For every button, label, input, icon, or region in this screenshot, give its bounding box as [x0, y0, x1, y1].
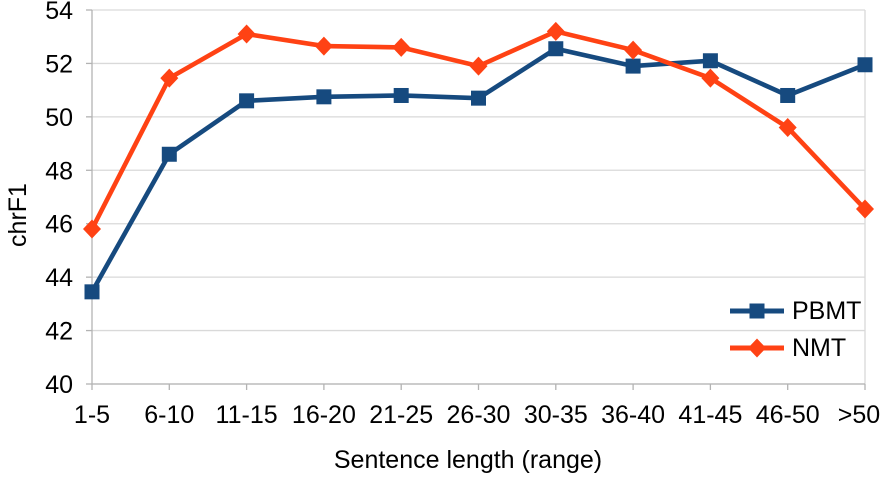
square-marker [702, 53, 718, 69]
x-tick-label: 26-30 [447, 401, 511, 429]
diamond-marker [748, 338, 766, 358]
diamond-marker [237, 24, 256, 44]
x-tick-label: 11-15 [216, 401, 278, 429]
square-marker [548, 41, 564, 57]
y-axis-title: chrF1 [4, 183, 32, 247]
diamond-marker [392, 37, 411, 57]
x-tick-label: 36-40 [601, 401, 665, 429]
square-marker [749, 303, 765, 319]
y-tick-label: 46 [45, 211, 73, 239]
square-marker [316, 89, 332, 105]
y-tick-label: 54 [45, 0, 73, 25]
legend-item-pbmt: PBMT [730, 296, 861, 326]
square-marker [625, 58, 641, 74]
y-tick-label: 44 [45, 264, 73, 292]
diamond-marker [856, 199, 874, 219]
square-marker [780, 87, 796, 103]
x-tick-label: 46-50 [756, 401, 820, 429]
diamond-marker [160, 68, 179, 88]
y-tick-label: 42 [45, 318, 73, 346]
x-tick-label: 16-20 [292, 401, 356, 429]
square-marker [857, 57, 873, 73]
square-marker [393, 87, 409, 103]
legend: PBMT NMT [730, 296, 861, 370]
series-pbmt [84, 41, 873, 300]
diamond-marker [546, 21, 565, 41]
x-tick-label: 30-35 [524, 401, 588, 429]
x-tick-label: >50 [838, 401, 880, 429]
x-tick-label: 6-10 [144, 401, 194, 429]
nmt-line-diamond-icon [730, 338, 784, 358]
legend-label-nmt: NMT [792, 334, 847, 362]
diamond-marker [624, 40, 643, 60]
square-marker [161, 146, 177, 162]
diamond-marker [83, 219, 101, 239]
y-tick-label: 52 [45, 50, 73, 78]
diamond-marker [701, 68, 720, 88]
y-tick-label: 48 [45, 157, 73, 185]
diamond-marker [469, 56, 488, 76]
x-tick-label: 1-5 [74, 401, 110, 429]
x-tick-label: 21-25 [369, 401, 433, 429]
diamond-marker [778, 118, 797, 138]
x-axis-title: Sentence length (range) [333, 446, 603, 474]
diamond-marker [314, 36, 333, 56]
square-marker [239, 93, 255, 109]
series-nmt [83, 21, 874, 239]
legend-item-nmt: NMT [730, 333, 861, 363]
y-tick-label: 40 [45, 371, 73, 399]
legend-label-pbmt: PBMT [792, 297, 862, 325]
y-tick-label: 50 [45, 104, 73, 132]
square-marker [84, 284, 100, 300]
pbmt-line-square-icon [730, 303, 784, 319]
x-tick-label: 41-45 [678, 401, 742, 429]
square-marker [471, 90, 486, 106]
